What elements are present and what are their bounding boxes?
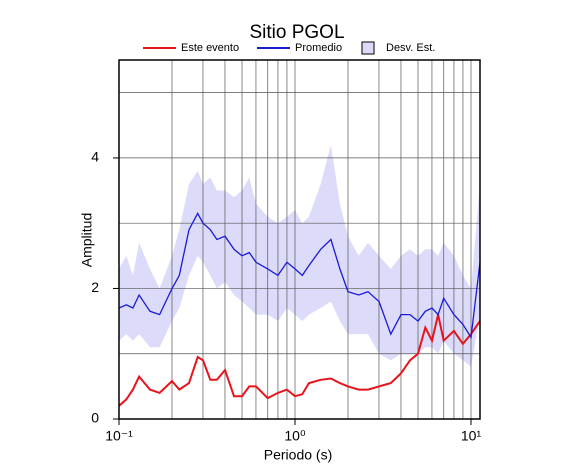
- y-axis-label: Amplitud: [79, 213, 95, 267]
- y-tick-label: 4: [91, 149, 99, 165]
- legend-label: Promedio: [295, 42, 342, 54]
- legend-label: Este evento: [181, 42, 239, 54]
- x-axis-label: Periodo (s): [264, 447, 332, 463]
- y-tick-label: 2: [91, 279, 99, 295]
- chart-title: Sitio PGOL: [249, 22, 344, 43]
- data-line: [118, 212, 481, 340]
- y-tick-label: 0: [91, 410, 99, 426]
- data-line: [118, 314, 481, 407]
- legend-label: Desv. Est.: [386, 42, 435, 54]
- x-tick-label: 10¹: [461, 428, 482, 444]
- legend-swatch: [361, 41, 375, 55]
- x-tick-label: 10⁰: [284, 428, 306, 444]
- plot-frame: [118, 59, 481, 420]
- x-tick-label: 10⁻¹: [105, 428, 133, 444]
- std-band: [119, 144, 480, 367]
